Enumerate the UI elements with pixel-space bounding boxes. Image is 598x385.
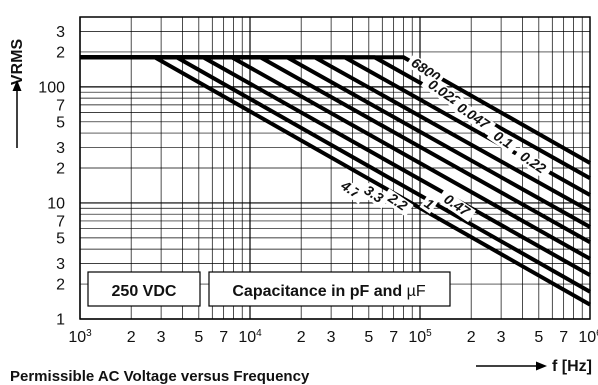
- series-line-0.047: [80, 55, 591, 197]
- x-tick-base: 7: [559, 329, 568, 346]
- x-axis-title: f [Hz]: [552, 358, 592, 375]
- curve-label-bg: [486, 126, 519, 155]
- x-tick-base: 10: [408, 329, 426, 346]
- x-tick-base: 10: [68, 329, 86, 346]
- x-tick-label: 2: [127, 329, 136, 346]
- x-tick-label: 103: [68, 328, 92, 346]
- y-tick-label: 10: [47, 195, 65, 212]
- x-tick-base: 10: [578, 329, 596, 346]
- capacitance-box-prefix: Capacitance in pF and: [232, 283, 406, 300]
- x-tick-label: 105: [408, 328, 432, 346]
- x-tick-label: 106: [578, 328, 598, 346]
- x-tick-label: 2: [297, 329, 306, 346]
- curve-label-group: 0.22: [513, 146, 553, 180]
- curve-label-bg: [513, 146, 553, 180]
- x-tick-label: 7: [559, 329, 568, 346]
- y-axis-arrowhead: [12, 80, 22, 91]
- x-tick-base: 3: [497, 329, 506, 346]
- x-tick-label: 7: [389, 329, 398, 346]
- y-tick-label: 2: [56, 161, 65, 178]
- y-tick-label: 100: [38, 79, 65, 96]
- y-tick-label: 2: [56, 277, 65, 294]
- curve-label-bg: [436, 189, 477, 223]
- y-tick-label: 5: [56, 114, 65, 131]
- curve-label-bg: [449, 97, 497, 136]
- x-tick-label: 2: [467, 329, 476, 346]
- x-tick-base: 5: [534, 329, 543, 346]
- x-tick-exponent: 6: [596, 328, 598, 339]
- series-line-4.7: [80, 55, 591, 307]
- x-tick-label: 104: [238, 328, 262, 346]
- series-line-6800: [80, 55, 591, 165]
- y-tick-label: 3: [56, 24, 65, 41]
- x-tick-label: 3: [157, 329, 166, 346]
- x-tick-label: 3: [497, 329, 506, 346]
- voltage-box: 250 VDC: [87, 271, 201, 307]
- x-tick-exponent: 4: [256, 328, 262, 339]
- curves: [80, 55, 591, 307]
- x-tick-base: 3: [327, 329, 336, 346]
- y-tick-label: 2: [56, 44, 65, 61]
- y-tick-label: 3: [56, 140, 65, 157]
- chart-title: Permissible AC Voltage versus Frequency: [10, 368, 310, 385]
- x-tick-base: 3: [157, 329, 166, 346]
- x-tick-base: 7: [219, 329, 228, 346]
- curve-label-group: 1: [419, 195, 438, 214]
- y-axis-title: VRMS: [9, 39, 26, 86]
- curve-label-bg: [334, 175, 367, 205]
- plot-frame: [79, 16, 591, 320]
- y-tick-label: 5: [56, 230, 65, 247]
- x-tick-label: 7: [219, 329, 228, 346]
- x-tick-label: 5: [364, 329, 373, 346]
- y-tick-label: 7: [56, 97, 65, 114]
- y-tick-label: 7: [56, 213, 65, 230]
- x-tick-label: 3: [327, 329, 336, 346]
- x-tick-base: 2: [127, 329, 136, 346]
- x-tick-base: 2: [467, 329, 476, 346]
- y-tick-label: 3: [56, 256, 65, 273]
- x-tick-exponent: 5: [426, 328, 432, 339]
- x-tick-label: 5: [194, 329, 203, 346]
- x-tick-base: 2: [297, 329, 306, 346]
- x-tick-base: 5: [194, 329, 203, 346]
- curve-label-bg: [381, 188, 414, 217]
- capacitance-box-unit: µF: [407, 283, 426, 300]
- curve-label-bg: [419, 195, 438, 214]
- curve-label-bg: [405, 53, 445, 87]
- x-tick-base: 5: [364, 329, 373, 346]
- x-tick-exponent: 3: [86, 328, 92, 339]
- x-tick-base: 10: [238, 329, 256, 346]
- x-axis-arrowhead: [536, 361, 547, 371]
- capacitance-box: Capacitance in pF and µF: [208, 271, 451, 307]
- curve-label-bg: [357, 180, 390, 209]
- x-tick-base: 7: [389, 329, 398, 346]
- capacitance-box-text: Capacitance in pF and µF: [232, 283, 425, 300]
- x-tick-labels: 103235710423571052357106: [68, 328, 598, 346]
- y-tick-label: 1: [56, 312, 65, 329]
- x-tick-label: 5: [534, 329, 543, 346]
- voltage-box-text: 250 VDC: [112, 283, 177, 300]
